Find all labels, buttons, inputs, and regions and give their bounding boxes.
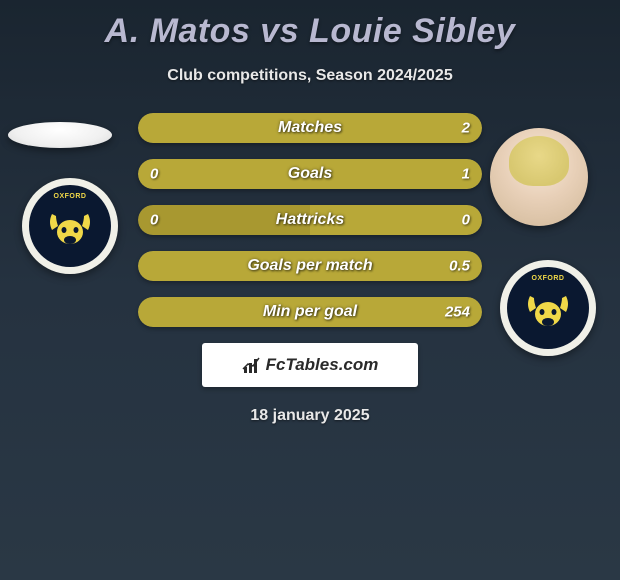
stat-value-left: 0 — [150, 212, 158, 229]
stat-value-right: 0 — [462, 212, 470, 229]
branding-box[interactable]: FcTables.com — [202, 343, 418, 387]
stat-value-left: 0 — [150, 166, 158, 183]
stat-value-right: 1 — [462, 166, 470, 183]
stat-value-right: 0.5 — [449, 258, 470, 275]
club-badge-right: OXFORD — [500, 260, 596, 356]
branding-label: FcTables.com — [266, 355, 379, 375]
stats-table: Matches 2 0 Goals 1 0 Hattricks 0 Goals per matc… — [138, 113, 482, 327]
chart-bars-icon — [242, 355, 262, 375]
stat-row: Min per goal 254 — [138, 297, 482, 327]
player-right-avatar — [490, 128, 588, 226]
page-title: A. Matos vs Louie Sibley — [0, 0, 620, 51]
stat-value-right: 2 — [462, 120, 470, 137]
club-badge-left-text: OXFORD — [54, 193, 87, 200]
club-badge-right-text: OXFORD — [532, 275, 565, 282]
stat-row: Goals per match 0.5 — [138, 251, 482, 281]
stat-row: 0 Hattricks 0 — [138, 205, 482, 235]
stat-row: Matches 2 — [138, 113, 482, 143]
stat-label: Goals per match — [247, 257, 372, 275]
stat-label: Hattricks — [276, 211, 344, 229]
subtitle: Club competitions, Season 2024/2025 — [0, 67, 620, 85]
stat-label: Goals — [288, 165, 332, 183]
stat-label: Min per goal — [263, 303, 357, 321]
player-left-avatar — [8, 122, 112, 148]
ox-head-icon — [46, 210, 94, 250]
club-badge-left: OXFORD — [22, 178, 118, 274]
ox-head-icon — [524, 292, 572, 332]
stat-value-right: 254 — [445, 304, 470, 321]
date-label: 18 january 2025 — [0, 407, 620, 425]
stat-row: 0 Goals 1 — [138, 159, 482, 189]
stat-label: Matches — [278, 119, 342, 137]
